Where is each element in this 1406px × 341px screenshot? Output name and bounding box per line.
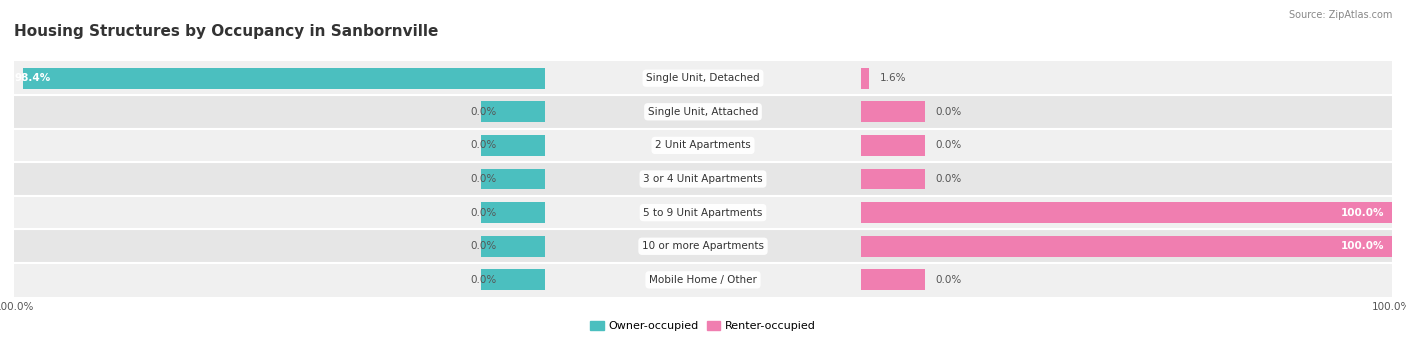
- Bar: [860, 129, 1392, 162]
- Bar: [860, 202, 1392, 223]
- Bar: [860, 263, 1392, 297]
- Text: 0.0%: 0.0%: [471, 208, 496, 218]
- Bar: [860, 95, 1392, 129]
- Text: Single Unit, Attached: Single Unit, Attached: [648, 107, 758, 117]
- Bar: [546, 196, 860, 229]
- Text: 0.0%: 0.0%: [935, 275, 962, 285]
- Bar: [860, 162, 1392, 196]
- Text: 0.0%: 0.0%: [471, 275, 496, 285]
- Bar: [481, 202, 546, 223]
- Text: 98.4%: 98.4%: [14, 73, 51, 83]
- Bar: [860, 196, 1392, 229]
- Text: 10 or more Apartments: 10 or more Apartments: [643, 241, 763, 251]
- Text: 0.0%: 0.0%: [935, 140, 962, 150]
- Text: 3 or 4 Unit Apartments: 3 or 4 Unit Apartments: [643, 174, 763, 184]
- Bar: [481, 269, 546, 290]
- Bar: [546, 95, 860, 129]
- Bar: [860, 229, 1392, 263]
- Bar: [546, 61, 860, 95]
- Text: 0.0%: 0.0%: [471, 140, 496, 150]
- Text: Source: ZipAtlas.com: Source: ZipAtlas.com: [1288, 10, 1392, 20]
- Text: Mobile Home / Other: Mobile Home / Other: [650, 275, 756, 285]
- Bar: [860, 135, 925, 156]
- Text: 5 to 9 Unit Apartments: 5 to 9 Unit Apartments: [644, 208, 762, 218]
- Bar: [481, 168, 546, 190]
- Bar: [546, 129, 860, 162]
- Text: 0.0%: 0.0%: [471, 107, 496, 117]
- Text: 0.0%: 0.0%: [935, 174, 962, 184]
- Bar: [481, 236, 546, 257]
- Bar: [22, 68, 546, 89]
- Bar: [546, 162, 860, 196]
- Bar: [546, 229, 860, 263]
- Bar: [14, 129, 546, 162]
- Bar: [14, 229, 546, 263]
- Text: Single Unit, Detached: Single Unit, Detached: [647, 73, 759, 83]
- Bar: [14, 196, 546, 229]
- Legend: Owner-occupied, Renter-occupied: Owner-occupied, Renter-occupied: [586, 316, 820, 336]
- Text: 0.0%: 0.0%: [935, 107, 962, 117]
- Bar: [860, 236, 1392, 257]
- Text: 2 Unit Apartments: 2 Unit Apartments: [655, 140, 751, 150]
- Text: Housing Structures by Occupancy in Sanbornville: Housing Structures by Occupancy in Sanbo…: [14, 24, 439, 39]
- Bar: [14, 162, 546, 196]
- Text: 0.0%: 0.0%: [471, 174, 496, 184]
- Bar: [860, 269, 925, 290]
- Bar: [860, 68, 869, 89]
- Bar: [860, 61, 1392, 95]
- Bar: [481, 101, 546, 122]
- Bar: [546, 263, 860, 297]
- Bar: [14, 61, 546, 95]
- Bar: [14, 263, 546, 297]
- Bar: [481, 135, 546, 156]
- Text: 100.0%: 100.0%: [1340, 241, 1384, 251]
- Text: 100.0%: 100.0%: [1340, 208, 1384, 218]
- Bar: [860, 101, 925, 122]
- Bar: [860, 168, 925, 190]
- Text: 1.6%: 1.6%: [880, 73, 907, 83]
- Text: 0.0%: 0.0%: [471, 241, 496, 251]
- Bar: [14, 95, 546, 129]
